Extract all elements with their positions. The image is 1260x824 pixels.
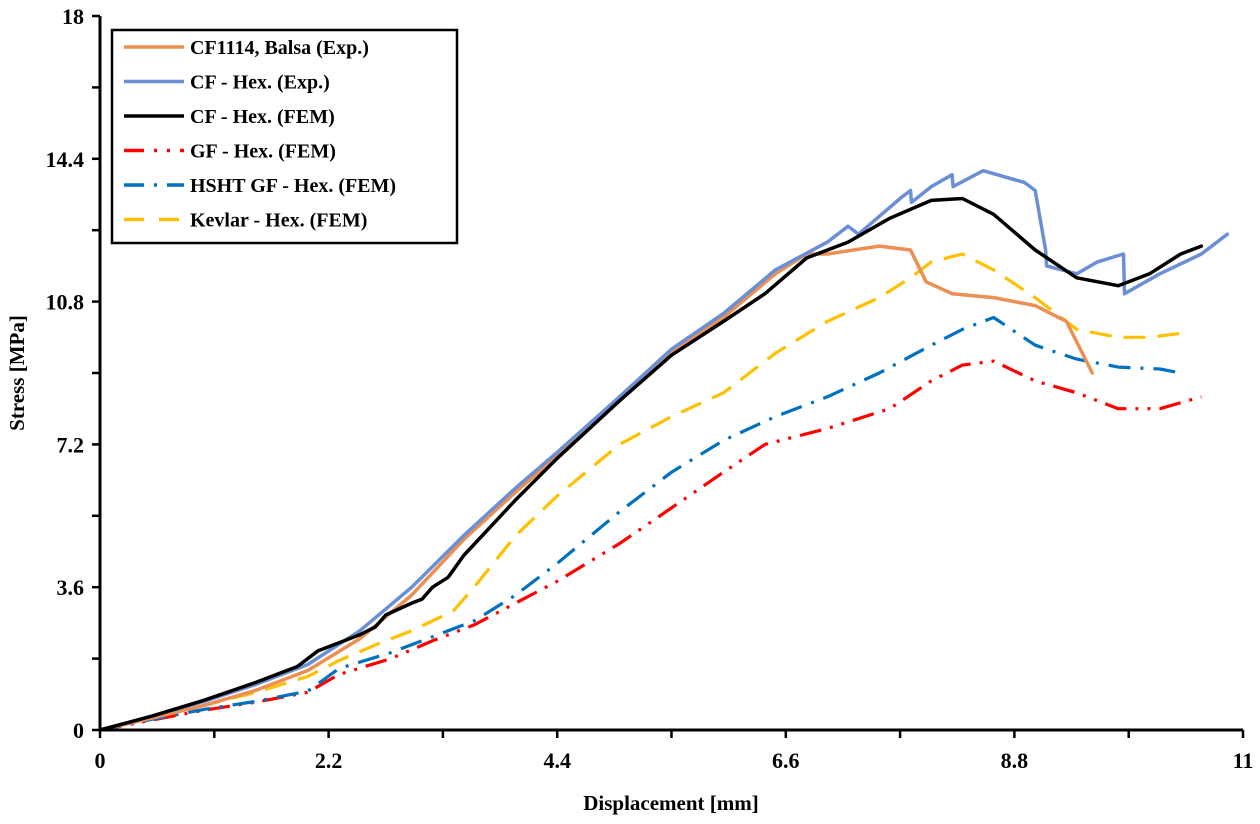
x-axis-title: Displacement [mm]: [583, 791, 759, 815]
y-tick-label: 18: [62, 4, 84, 29]
y-tick-label: 0: [73, 718, 84, 743]
legend-label: GF - Hex. (FEM): [190, 141, 336, 163]
y-tick-label: 3.6: [57, 575, 85, 600]
y-tick-label: 14.4: [46, 147, 85, 172]
x-tick-label: 2.2: [315, 748, 343, 773]
legend-item: CF - Hex. (Exp.): [124, 72, 330, 94]
legend-item: Kevlar - Hex. (FEM): [124, 210, 367, 232]
x-tick-label: 11: [1233, 748, 1254, 773]
series-line-2: [98, 196, 1204, 732]
series-line-4: [99, 315, 1182, 732]
legend-label: CF - Hex. (Exp.): [190, 72, 330, 94]
x-tick-label: 0: [95, 748, 106, 773]
legend: CF1114, Balsa (Exp.) CF - Hex. (Exp.) CF -…: [110, 28, 459, 245]
y-axis-title: Stress [MPa]: [5, 315, 29, 431]
y-ticks: 0 3.6 7.2 10.8 14.4 18: [46, 4, 100, 743]
legend-item: HSHT GF - Hex. (FEM): [124, 175, 396, 197]
legend-item: GF - Hex. (FEM): [124, 141, 336, 163]
legend-item: CF1114, Balsa (Exp.): [124, 37, 369, 59]
series-line-1: [98, 168, 1230, 732]
x-tick-label: 6.6: [772, 748, 800, 773]
legend-item: CF - Hex. (FEM): [124, 106, 335, 128]
series-line-3: [99, 359, 1202, 732]
y-tick-label: 7.2: [57, 432, 85, 457]
x-tick-label: 4.4: [543, 748, 571, 773]
x-tick-label: 8.8: [1001, 748, 1029, 773]
series-line-0: [98, 244, 1095, 732]
legend-label: CF1114, Balsa (Exp.): [190, 37, 369, 59]
legend-label: Kevlar - Hex. (FEM): [190, 210, 367, 232]
x-ticks: 0 2.2 4.4 6.6 8.8 11: [95, 730, 1254, 773]
series-layer: [98, 168, 1230, 732]
legend-label: CF - Hex. (FEM): [190, 106, 335, 128]
legend-label: HSHT GF - Hex. (FEM): [190, 175, 396, 197]
y-tick-label: 10.8: [46, 290, 85, 315]
legend-box: [110, 28, 459, 245]
legend-items: CF1114, Balsa (Exp.) CF - Hex. (Exp.) CF -…: [124, 37, 396, 232]
series-line-5: [99, 252, 1181, 732]
axes: 0 2.2 4.4 6.6 8.8 11 0 3.6 7.2 10.8 14.4 18: [46, 4, 1254, 773]
